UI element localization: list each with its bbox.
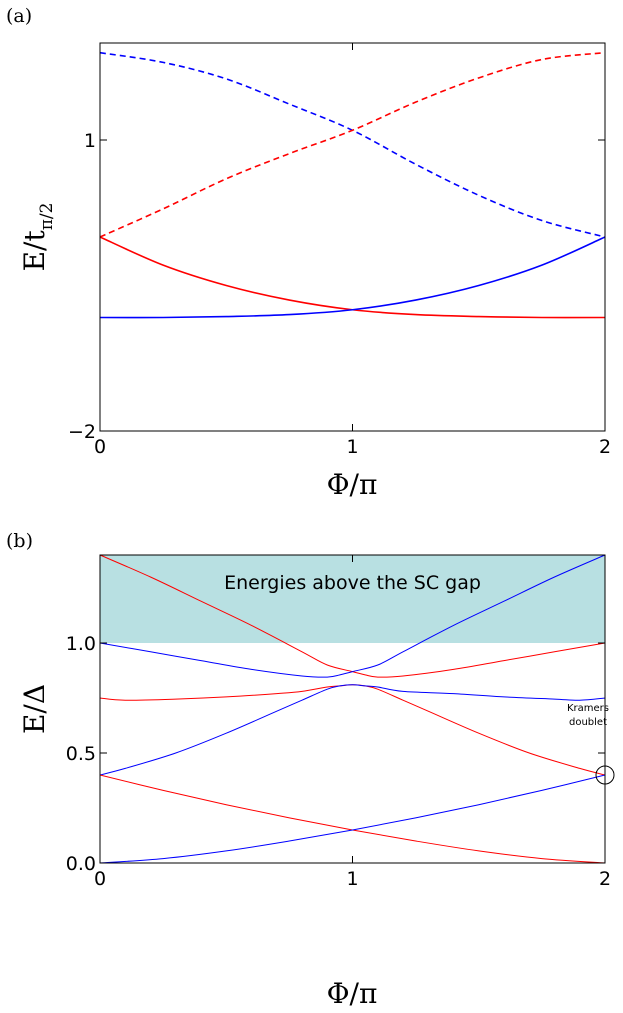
panel-a-frame bbox=[99, 42, 606, 432]
panel-b-series-group bbox=[99, 554, 606, 864]
series-line-5 bbox=[99, 774, 606, 864]
x-tick-label: 0 bbox=[94, 436, 106, 458]
panel-b-shaded-region-label: Energies above the SC gap bbox=[224, 572, 481, 594]
panel-b: (b) Energies above the SC gap 0 1 2 0.0 0.5 1… bbox=[6, 530, 615, 1010]
series-line-2 bbox=[99, 51, 606, 238]
series-line-6 bbox=[99, 774, 606, 864]
panel-a-series-group bbox=[99, 51, 606, 319]
y-tick-label: 0.0 bbox=[66, 853, 96, 875]
panel-a-ylabel-sub: π/2 bbox=[37, 203, 57, 231]
panel-b-ylabel: E/Δ bbox=[18, 684, 51, 734]
panel-a-ylabel-main: E/t bbox=[18, 230, 51, 272]
series-line-1 bbox=[99, 51, 606, 238]
y-tick-label: 1 bbox=[84, 130, 96, 152]
panel-b-shaded-region bbox=[100, 555, 605, 643]
y-tick-label: −2 bbox=[68, 421, 96, 443]
series-line-4 bbox=[99, 684, 606, 776]
series-line-1 bbox=[99, 554, 606, 678]
panel-a-ticks: 0 1 2 −2 1 bbox=[68, 43, 611, 458]
x-tick-label: 2 bbox=[599, 436, 611, 458]
panel-b-xlabel: Φ/π bbox=[327, 977, 378, 1010]
series-line-4 bbox=[99, 236, 606, 319]
svg-text:E/tπ/2: E/tπ/2 bbox=[18, 203, 57, 272]
series-line-3 bbox=[99, 236, 606, 319]
panel-a: (a) 0 1 2 −2 1 Φ/π E/tπ/2 bbox=[6, 5, 611, 501]
panel-a-xlabel: Φ/π bbox=[327, 468, 378, 501]
panel-b-label: (b) bbox=[6, 530, 33, 552]
kramers-doublet-label-line2: doublet bbox=[569, 717, 607, 728]
x-tick-label: 1 bbox=[346, 868, 358, 890]
kramers-doublet-marker bbox=[595, 765, 615, 785]
panel-a-label: (a) bbox=[6, 5, 32, 27]
kramers-doublet-label-line1: Kramers bbox=[567, 703, 609, 714]
series-line-2 bbox=[99, 554, 606, 678]
x-tick-label: 1 bbox=[346, 436, 358, 458]
x-tick-label: 2 bbox=[599, 868, 611, 890]
panel-b-ticks: 0 1 2 0.0 0.5 1.0 bbox=[66, 555, 611, 890]
x-tick-label: 0 bbox=[94, 868, 106, 890]
panel-a-ylabel: E/tπ/2 bbox=[18, 203, 57, 272]
y-tick-label: 0.5 bbox=[66, 743, 96, 765]
y-tick-label: 1.0 bbox=[66, 633, 96, 655]
